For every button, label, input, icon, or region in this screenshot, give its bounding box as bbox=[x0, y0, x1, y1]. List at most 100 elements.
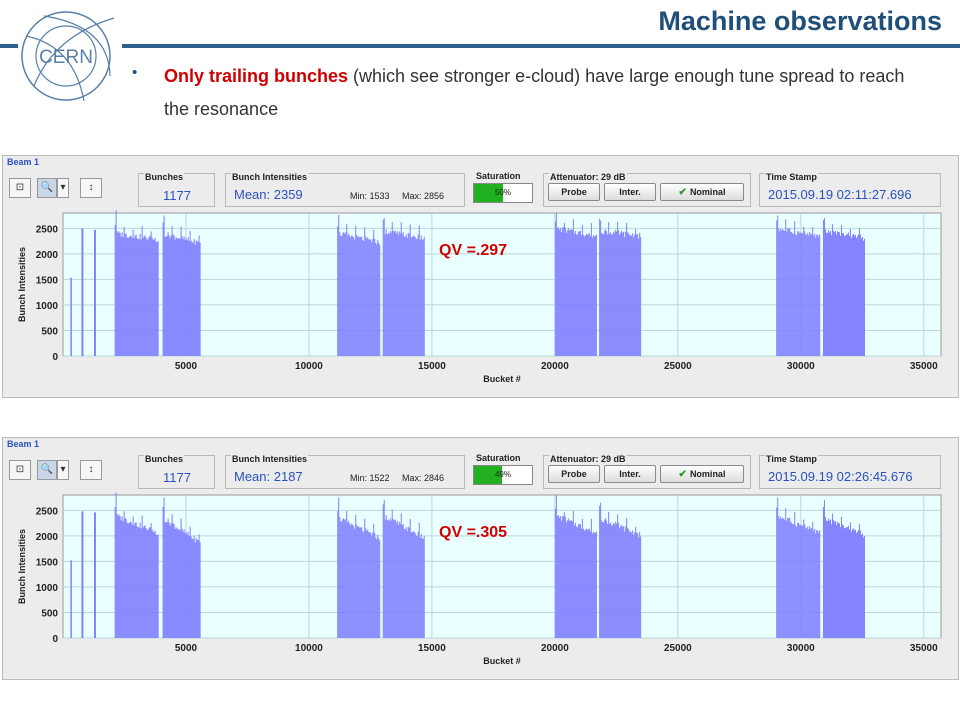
bunch-bar bbox=[81, 511, 84, 638]
nominal-button[interactable]: ✔ Nominal bbox=[660, 183, 744, 201]
bunch-bar bbox=[394, 519, 396, 638]
inter-button[interactable]: Inter. bbox=[604, 183, 656, 201]
bunch-bar bbox=[779, 519, 781, 638]
vertical-scale-button[interactable]: ↕ bbox=[80, 178, 102, 198]
bunch-bar bbox=[812, 227, 814, 356]
bunch-bar bbox=[560, 520, 562, 638]
bunch-bar bbox=[588, 233, 590, 356]
bunch-bar bbox=[609, 523, 611, 638]
reset-zoom-button[interactable]: ⊡ bbox=[9, 178, 31, 198]
bunch-bar bbox=[637, 234, 639, 356]
bunch-bar bbox=[150, 523, 152, 638]
bunch-bar bbox=[376, 244, 378, 356]
bunch-bar bbox=[570, 229, 572, 356]
bunch-bar bbox=[152, 531, 154, 638]
zoom-button[interactable]: 🔍 bbox=[37, 178, 57, 198]
bunch-bar bbox=[850, 237, 852, 356]
probe-button[interactable]: Probe bbox=[548, 465, 600, 483]
bunch-bar bbox=[562, 516, 564, 638]
bunch-bar bbox=[146, 240, 148, 356]
bunch-bar bbox=[413, 531, 415, 638]
bunch-bar bbox=[791, 522, 793, 638]
y-tick-label: 1500 bbox=[36, 275, 59, 286]
bunch-bar bbox=[177, 239, 179, 356]
bunch-bar bbox=[378, 242, 380, 356]
bunch-bar bbox=[147, 529, 149, 638]
bunch-bar bbox=[414, 533, 416, 638]
bunch-bar bbox=[392, 518, 394, 638]
inter-button[interactable]: Inter. bbox=[604, 465, 656, 483]
bunch-bar bbox=[585, 528, 587, 638]
reset-zoom-button[interactable]: ⊡ bbox=[9, 460, 31, 480]
bunch-bar bbox=[359, 237, 361, 356]
bunch-bar bbox=[114, 224, 116, 356]
bunch-bar bbox=[569, 229, 571, 356]
bunch-bar bbox=[162, 222, 164, 356]
bunch-bar bbox=[371, 242, 373, 356]
bunch-bar bbox=[155, 241, 157, 356]
zoom-dropdown-button[interactable]: ▾ bbox=[57, 178, 69, 198]
bunch-bar bbox=[392, 230, 394, 356]
bunch-bar bbox=[832, 230, 834, 356]
bunch-bar bbox=[412, 531, 414, 638]
bunch-bar bbox=[364, 518, 366, 638]
bunch-bar bbox=[405, 234, 407, 356]
qv-annotation: QV =.305 bbox=[439, 524, 508, 541]
bunch-bar bbox=[852, 233, 854, 356]
max-value: Max: 2846 bbox=[402, 473, 445, 483]
bunch-bar bbox=[171, 514, 173, 638]
bunch-bar bbox=[393, 520, 395, 638]
bunch-bar bbox=[572, 510, 574, 638]
bunch-bar bbox=[593, 236, 595, 356]
bunch-bar bbox=[575, 526, 577, 638]
bunch-bar bbox=[422, 538, 424, 638]
vertical-scale-button[interactable]: ↕ bbox=[80, 460, 102, 480]
nominal-button[interactable]: ✔ Nominal bbox=[660, 465, 744, 483]
zoom-button[interactable]: 🔍 bbox=[37, 460, 57, 480]
bunch-bar bbox=[573, 233, 575, 356]
bunch-bar bbox=[850, 531, 852, 638]
bunch-bar bbox=[354, 528, 356, 638]
bunch-bar bbox=[170, 523, 172, 638]
bunch-bar bbox=[565, 232, 567, 356]
bunch-bar bbox=[407, 232, 409, 356]
bunch-bar bbox=[610, 232, 612, 356]
bunch-bar bbox=[845, 234, 847, 356]
bunch-bar bbox=[578, 524, 580, 638]
zoom-dropdown-button[interactable]: ▾ bbox=[57, 460, 69, 480]
bunch-bar bbox=[363, 532, 365, 638]
bunch-bar bbox=[562, 227, 564, 356]
beam-label: Beam 1 bbox=[7, 439, 40, 449]
bunch-bar bbox=[191, 539, 193, 638]
probe-button[interactable]: Probe bbox=[548, 183, 600, 201]
bunch-bar bbox=[173, 524, 175, 638]
bunch-bar bbox=[148, 528, 150, 638]
bunch-bar bbox=[410, 532, 412, 638]
bunch-bar bbox=[835, 524, 837, 638]
bunch-bar bbox=[193, 535, 195, 638]
bunch-bar bbox=[127, 523, 129, 638]
bunch-bar bbox=[847, 232, 849, 356]
timestamp-label: Time Stamp bbox=[765, 454, 818, 464]
bunch-bar bbox=[417, 234, 419, 356]
bunch-bar bbox=[146, 530, 148, 638]
bunch-bar bbox=[785, 508, 787, 638]
bunch-bar bbox=[350, 237, 352, 356]
bunch-bar bbox=[599, 218, 601, 356]
bunch-bar bbox=[576, 527, 578, 638]
bunch-bar bbox=[594, 235, 596, 356]
bunch-bar bbox=[368, 532, 370, 638]
bunch-bar bbox=[421, 239, 423, 356]
y-tick-label: 500 bbox=[41, 326, 58, 337]
bunch-bar bbox=[584, 235, 586, 356]
bunch-bar bbox=[574, 230, 576, 356]
zoom-icon: 🔍 bbox=[40, 464, 54, 475]
bunch-bar bbox=[132, 229, 134, 356]
bunch-bar bbox=[815, 533, 817, 638]
bunch-bar bbox=[625, 231, 627, 356]
bunch-bar bbox=[415, 535, 417, 638]
bunch-bar bbox=[826, 521, 828, 638]
bunch-bar bbox=[115, 492, 117, 638]
bunch-bar bbox=[417, 531, 419, 638]
bunch-intensity-chart: 0 500 1000 1500 2000 2500 5000 10000 15000 20000 2… bbox=[17, 492, 942, 666]
